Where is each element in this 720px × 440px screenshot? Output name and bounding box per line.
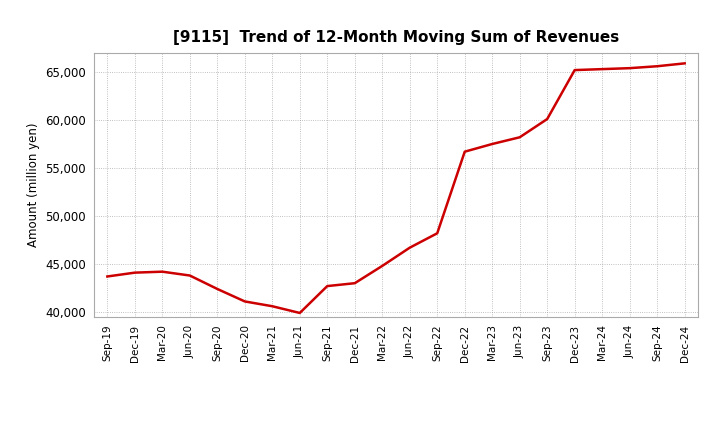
Y-axis label: Amount (million yen): Amount (million yen): [27, 123, 40, 247]
Title: [9115]  Trend of 12-Month Moving Sum of Revenues: [9115] Trend of 12-Month Moving Sum of R…: [173, 29, 619, 45]
